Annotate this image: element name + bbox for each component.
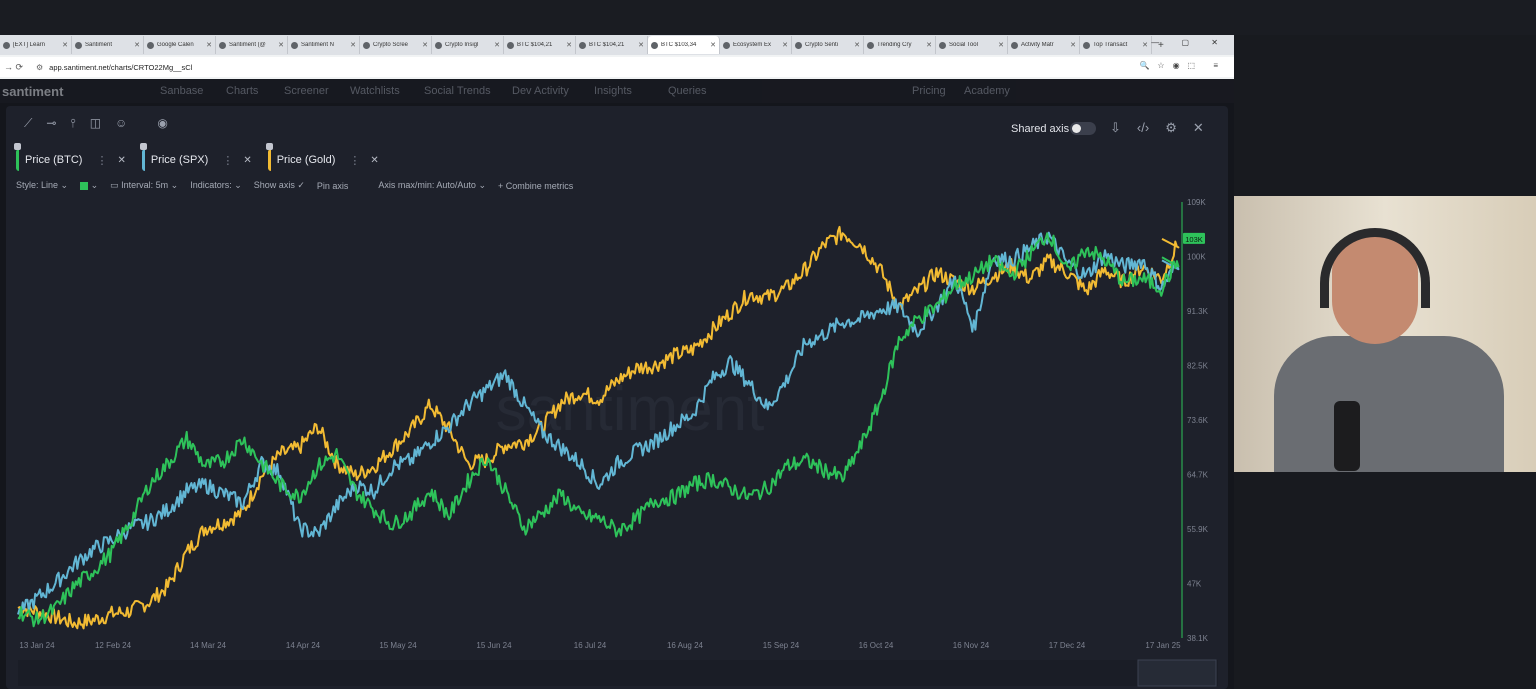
x-tick-label: 15 Sep 24 (763, 641, 800, 650)
x-tick-label: 17 Dec 24 (1049, 641, 1086, 650)
x-tick-label: 12 Feb 24 (95, 641, 132, 650)
y-tick-label: 55.9K (1187, 525, 1209, 534)
x-tick-label: 16 Nov 24 (953, 641, 990, 650)
microphone-icon (1334, 401, 1360, 471)
x-tick-label: 16 Oct 24 (859, 641, 894, 650)
x-tick-label: 15 May 24 (379, 641, 417, 650)
navigator-window[interactable] (1138, 660, 1216, 686)
timeline-navigator[interactable] (18, 660, 1218, 686)
price-chart[interactable]: santiment 109K 100K 91.3K 82.5K 73.6K 64.7K 55.… (0, 0, 1234, 689)
background-area-lower (1234, 472, 1536, 689)
webcam-overlay (1234, 196, 1536, 472)
y-tick-label: 109K (1187, 198, 1206, 207)
y-tick-label: 82.5K (1187, 362, 1209, 371)
y-tick-label: 38.1K (1187, 634, 1209, 643)
y-tick-label: 64.7K (1187, 471, 1209, 480)
x-tick-label: 14 Apr 24 (286, 641, 321, 650)
headset-icon (1320, 228, 1430, 308)
x-tick-label: 16 Jul 24 (574, 641, 607, 650)
y-tick-label: 73.6K (1187, 416, 1209, 425)
x-tick-label: 14 Mar 24 (190, 641, 227, 650)
x-tick-label: 13 Jan 24 (19, 641, 55, 650)
x-tick-label: 17 Jan 25 (1145, 641, 1181, 650)
current-value-label: 103K (1185, 235, 1203, 244)
y-tick-label: 91.3K (1187, 307, 1209, 316)
presenter-body (1274, 336, 1504, 472)
background-area (1234, 35, 1536, 196)
x-tick-label: 15 Jun 24 (476, 641, 512, 650)
y-tick-label: 47K (1187, 580, 1202, 589)
x-tick-label: 16 Aug 24 (667, 641, 704, 650)
y-tick-label: 100K (1187, 253, 1206, 262)
